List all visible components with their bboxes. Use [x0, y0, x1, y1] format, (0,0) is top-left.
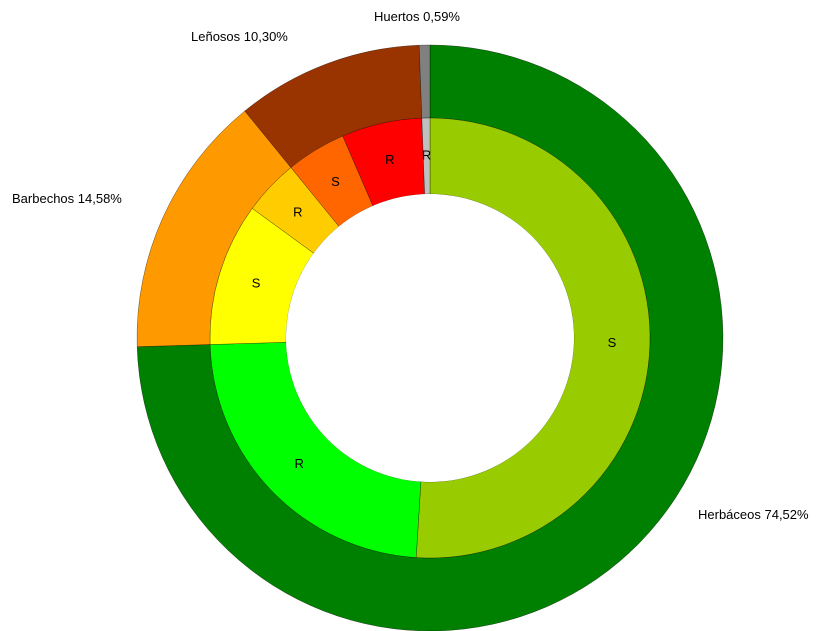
inner-slice-label-1: R [294, 456, 303, 471]
outer-slice-label-1: Barbechos 14,58% [12, 191, 122, 206]
inner-slice-label-3: R [293, 204, 302, 219]
inner-slice-label-6: R [422, 147, 431, 162]
outer-slice-label-2: Leñosos 10,30% [191, 29, 288, 44]
outer-slice-label-3: Huertos 0,59% [374, 9, 460, 24]
inner-slice-label-5: R [385, 152, 394, 167]
inner-slice-label-4: S [331, 174, 340, 189]
outer-slice-label-0: Herbáceos 74,52% [698, 507, 809, 522]
donut-hole [286, 194, 574, 482]
inner-slice-label-2: S [252, 276, 261, 291]
inner-slice-label-0: S [608, 335, 617, 350]
